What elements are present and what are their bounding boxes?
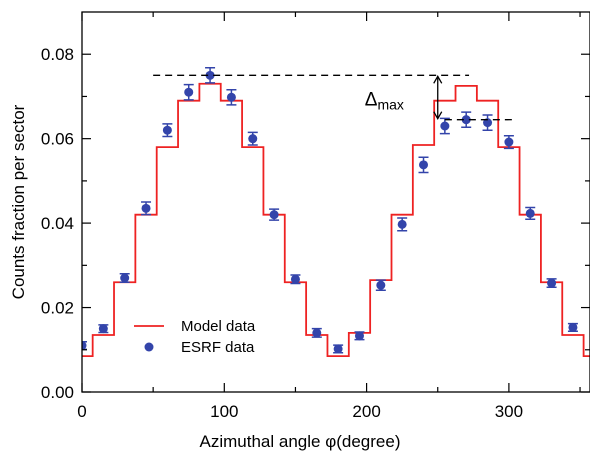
data-point: [184, 87, 194, 97]
data-point-layer: [82, 70, 578, 354]
data-point: [547, 278, 557, 288]
data-point: [376, 280, 386, 290]
data-point: [504, 137, 514, 147]
y-axis-title: Counts fraction per sector: [9, 104, 28, 299]
data-point: [248, 134, 258, 144]
y-tick-label: 0.02: [41, 299, 74, 318]
data-point: [98, 324, 108, 334]
data-point: [226, 92, 236, 102]
data-point: [461, 115, 471, 125]
y-tick-labels: 0.00 0.02 0.04 0.06 0.08: [41, 45, 74, 402]
data-point: [483, 118, 493, 128]
x-tick-label: 200: [352, 402, 380, 421]
x-axis-title: Azimuthal angle φ(degree): [200, 432, 401, 451]
data-point: [269, 210, 279, 220]
delta-arrow-head-up: [433, 75, 443, 84]
delta-subscript: max: [377, 97, 403, 113]
data-point: [397, 219, 407, 229]
delta-symbol: Δ: [365, 90, 378, 111]
data-point: [141, 203, 151, 213]
axis-ticks: [81, 12, 590, 393]
data-point: [82, 341, 87, 351]
legend-label-model: Model data: [181, 318, 256, 335]
x-tick-label: 0: [77, 402, 86, 421]
data-point: [568, 322, 578, 332]
data-point: [120, 273, 130, 283]
legend: Model data ESRF data: [134, 318, 256, 356]
x-tick-label: 300: [495, 402, 523, 421]
model-step-line: [82, 82, 590, 358]
y-tick-label: 0.08: [41, 45, 74, 64]
legend-point-swatch: [144, 342, 154, 352]
data-point: [440, 121, 450, 131]
data-point: [525, 208, 535, 218]
plot-content: [82, 66, 590, 358]
data-point: [333, 344, 343, 354]
delta-annotation: Δmax: [153, 74, 517, 121]
plot-frame: [81, 11, 590, 393]
model-step-layer: [82, 82, 590, 358]
data-point: [419, 160, 429, 170]
x-tick-label: 100: [210, 402, 238, 421]
x-tick-labels: 0 100 200 300: [77, 402, 523, 421]
y-tick-label: 0.00: [41, 383, 74, 402]
data-point: [205, 70, 215, 80]
data-point: [312, 328, 322, 338]
delta-max-label: Δmax: [365, 90, 404, 113]
data-point: [354, 331, 364, 341]
data-point: [290, 274, 300, 284]
y-tick-label: 0.04: [41, 214, 74, 233]
delta-arrow-head-down: [433, 111, 443, 120]
legend-label-esrf: ESRF data: [181, 339, 255, 356]
y-tick-label: 0.06: [41, 130, 74, 149]
data-point: [162, 125, 172, 135]
